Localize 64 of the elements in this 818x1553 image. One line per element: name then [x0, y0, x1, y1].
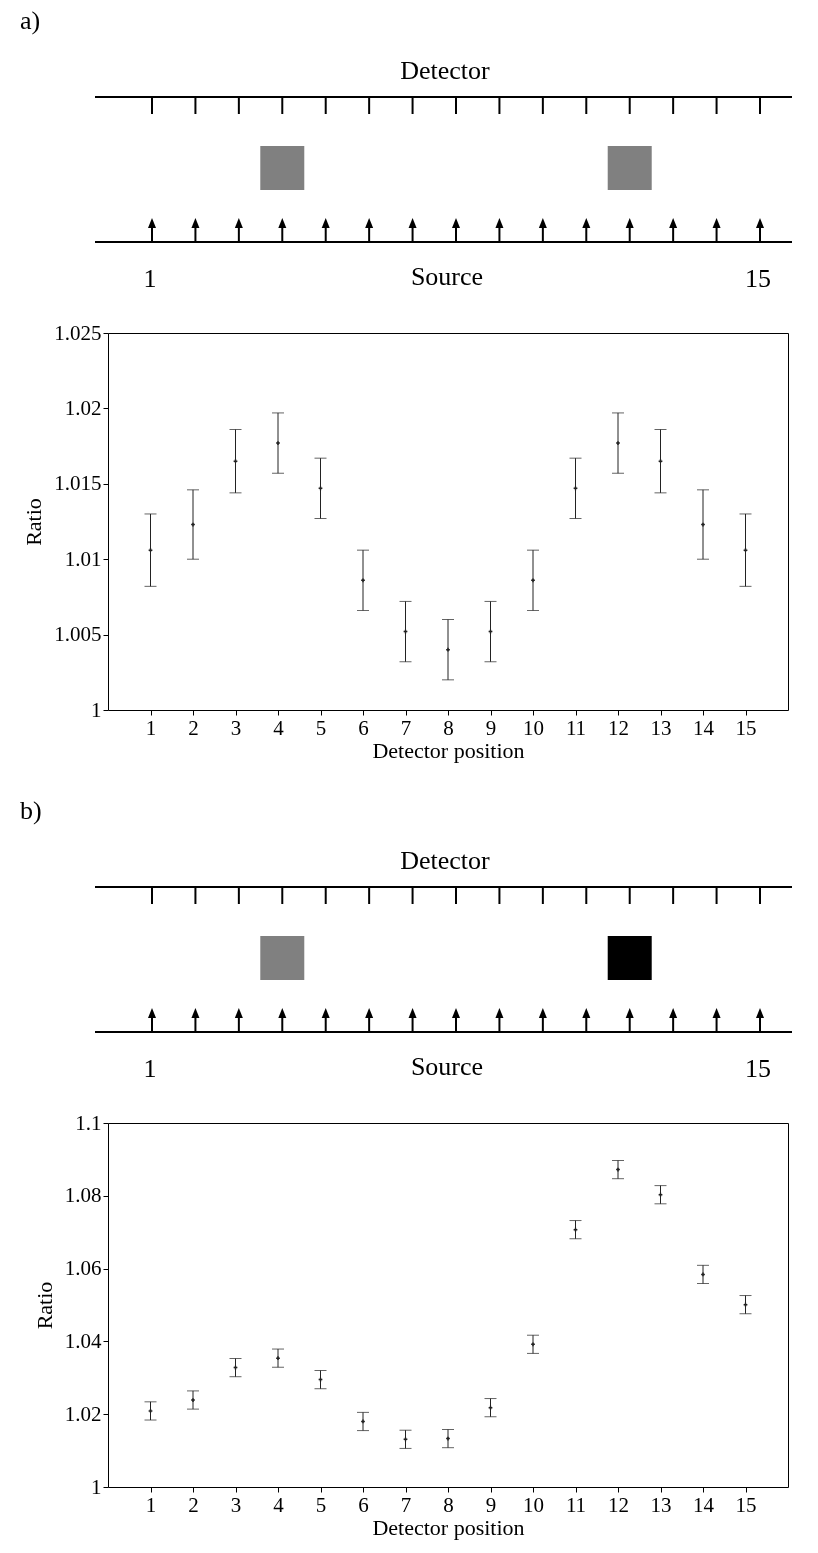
point [276, 1356, 280, 1361]
x-tick-label: 15 [735, 1492, 757, 1517]
text: Source [410, 262, 484, 291]
x-tick-label: 11 [565, 1492, 587, 1517]
x-tick-label: 14 [693, 715, 715, 740]
y-tick-label: 1.015 [54, 471, 102, 496]
x-tick-label: 8 [443, 1492, 454, 1517]
text: a) [20, 6, 41, 35]
x-tick-label: 7 [400, 1492, 412, 1517]
y-tick-label: 1.04 [64, 1328, 102, 1353]
x-tick-label: 8 [443, 715, 454, 740]
x-tick-label: 15 [735, 715, 757, 740]
text: Source [410, 1052, 484, 1081]
text: 1 [143, 264, 157, 293]
x-tick-label: 7 [400, 715, 412, 740]
x-tick-label: 4 [273, 715, 285, 740]
text: b) [20, 796, 42, 825]
point [446, 647, 450, 652]
y-axis-title: Ratio [21, 498, 47, 546]
point [276, 441, 280, 445]
x-tick-label: 1 [145, 715, 157, 740]
x-tick-label: 12 [608, 1492, 629, 1517]
x-tick-label: 5 [315, 715, 327, 740]
x-tick-label: 2 [188, 1492, 199, 1517]
y-tick-label: 1.005 [54, 622, 102, 647]
x-tick-label: 6 [358, 715, 369, 740]
x-tick-label: 13 [650, 1492, 672, 1517]
point [616, 441, 620, 445]
point [531, 1342, 535, 1347]
x-tick-label: 1 [145, 1492, 157, 1517]
y-tick-label: 1.01 [64, 546, 102, 571]
text: 1 [143, 1054, 157, 1083]
point [361, 578, 365, 583]
x-axis-title: Detector position [372, 737, 525, 763]
x-tick-label: 10 [523, 1492, 544, 1517]
y-tick-label: 1.02 [64, 1401, 102, 1426]
y-tick-label: 1 [91, 697, 102, 722]
y-tick-label: 1.06 [64, 1256, 102, 1281]
x-tick-label: 14 [693, 1492, 715, 1517]
x-tick-label: 3 [230, 715, 242, 740]
point [191, 1398, 195, 1402]
x-tick-label: 4 [273, 1492, 285, 1517]
x-tick-label: 2 [188, 715, 199, 740]
x-tick-label: 11 [565, 715, 587, 740]
text: Detector [400, 846, 490, 875]
y-axis-title: Ratio [31, 1281, 57, 1330]
text: 15 [745, 1054, 771, 1083]
x-tick-label: 9 [485, 1492, 497, 1517]
y-tick-label: 1.08 [64, 1183, 102, 1208]
x-tick-label: 5 [315, 1492, 327, 1517]
y-tick-label: 1.02 [64, 395, 102, 420]
y-tick-label: 1.025 [54, 320, 102, 345]
x-tick-label: 9 [485, 715, 497, 740]
y-tick-label: 1 [91, 1474, 102, 1499]
y-tick-label: 1.1 [75, 1110, 102, 1135]
text: Detector [400, 56, 490, 85]
x-axis-title: Detector position [372, 1514, 525, 1540]
x-tick-label: 10 [523, 715, 544, 740]
x-tick-label: 3 [230, 1492, 242, 1517]
x-tick-label: 6 [358, 1492, 369, 1517]
point [531, 578, 535, 583]
x-tick-label: 13 [650, 715, 672, 740]
x-tick-label: 12 [608, 715, 629, 740]
text: 15 [745, 264, 771, 293]
